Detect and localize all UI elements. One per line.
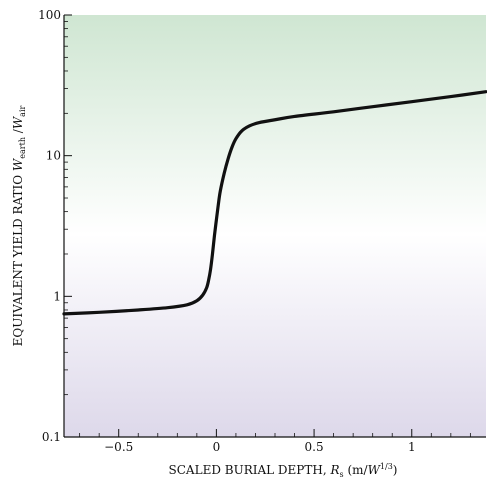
y-tick-label: 1: [53, 289, 61, 303]
y-tick-label: 0.1: [42, 430, 61, 444]
y-tick-label: 100: [38, 8, 61, 22]
y-tick-label: 10: [46, 149, 61, 163]
plot-background: [64, 15, 486, 437]
x-tick-label: 1: [408, 440, 416, 454]
axis-labels: SCALED BURIAL DEPTH, Rs (m/W1/3) EQUIVALE…: [11, 105, 397, 479]
x-tick-label: 0: [213, 440, 221, 454]
x-axis-label: SCALED BURIAL DEPTH, Rs (m/W1/3): [169, 462, 398, 479]
x-tick-label: −0.5: [104, 440, 133, 454]
x-tick-label: 0.5: [305, 440, 324, 454]
series-line-0: [62, 90, 487, 316]
y-axis-label: EQUIVALENT YIELD RATIO Wearth /Wair: [11, 105, 27, 346]
series-layer: [62, 90, 487, 316]
axes: 0.1 1 10 100 −0.5 0 0.5 1: [38, 8, 486, 454]
